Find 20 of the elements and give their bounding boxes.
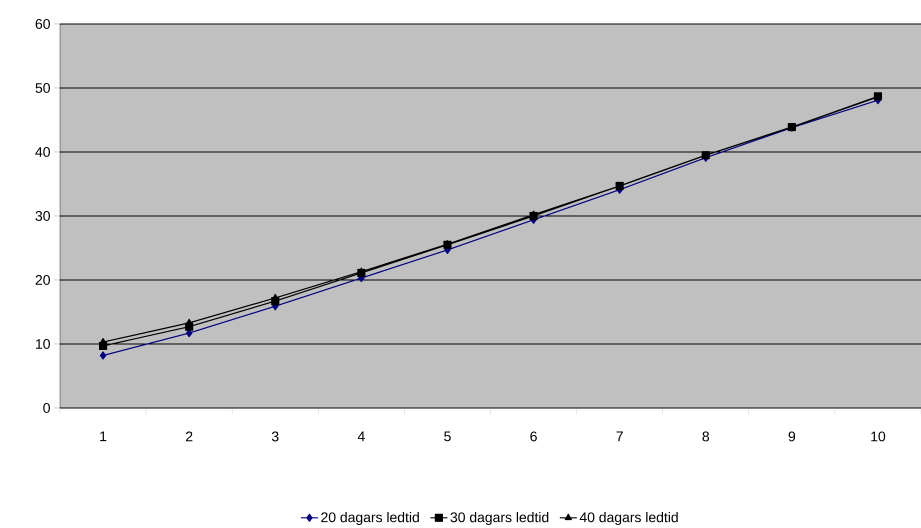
x-tick-label: 2 [186, 431, 192, 442]
y-tick-label: 20 [36, 275, 50, 285]
x-tick-label: 5 [444, 432, 451, 442]
x-tick-label: 3 [272, 431, 279, 442]
y-tick-label: 10 [36, 339, 50, 349]
y-tick-label: 50 [36, 83, 50, 93]
x-tick-label: 7 [616, 432, 623, 442]
y-tick-label: 30 [36, 211, 50, 221]
y-tick-label: 40 [35, 147, 50, 157]
x-tick-label: 8 [702, 431, 710, 442]
x-tick-label: 10 [871, 431, 886, 442]
x-tick-label: 9 [788, 431, 796, 442]
x-tick-label: 1 [100, 432, 106, 442]
x-tick-label: 4 [358, 432, 365, 442]
x-tick-label: 6 [530, 431, 537, 442]
legend-label: 20 dagars ledtid [321, 512, 419, 526]
legend-label: 40 dagars ledtid [580, 512, 678, 526]
legend-label: 30 dagars ledtid [450, 512, 548, 526]
y-tick-label: 0 [43, 403, 50, 413]
y-tick-label: 60 [36, 19, 50, 29]
